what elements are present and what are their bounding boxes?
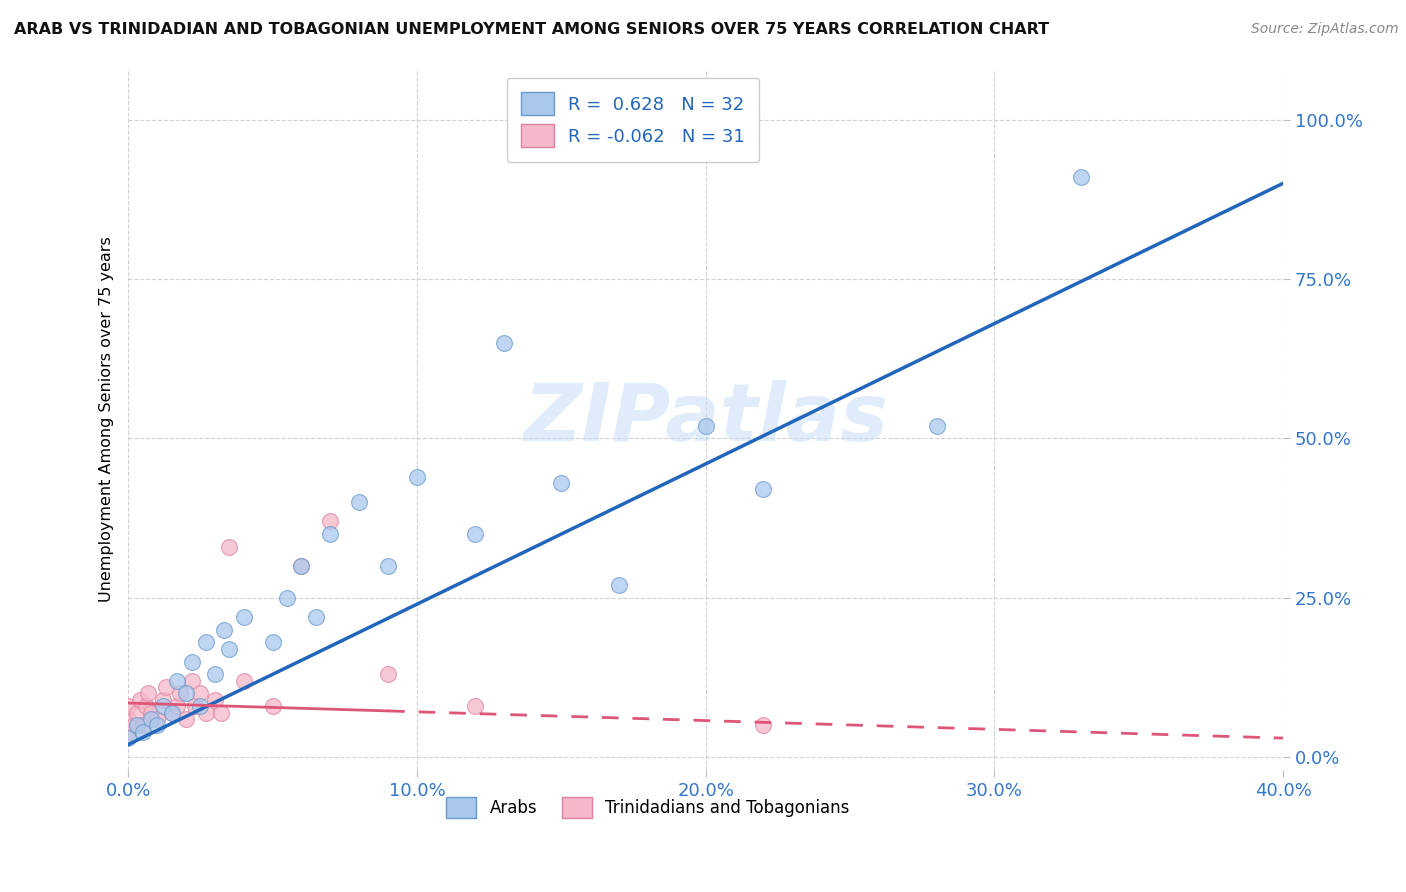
Point — [135, 699, 157, 714]
Point — [406, 469, 429, 483]
Point — [160, 706, 183, 720]
Point — [174, 712, 197, 726]
Point — [290, 558, 312, 573]
Point — [155, 680, 177, 694]
Point — [174, 686, 197, 700]
Point — [1070, 169, 1092, 184]
Point — [290, 558, 312, 573]
Point — [204, 693, 226, 707]
Point — [183, 699, 205, 714]
Text: Source: ZipAtlas.com: Source: ZipAtlas.com — [1251, 22, 1399, 37]
Point — [160, 706, 183, 720]
Point — [125, 718, 148, 732]
Point — [232, 673, 254, 688]
Point — [117, 731, 139, 745]
Point — [607, 578, 630, 592]
Point — [204, 667, 226, 681]
Point — [319, 514, 342, 528]
Text: ZIPatlas: ZIPatlas — [523, 380, 889, 458]
Point — [125, 706, 148, 720]
Point — [141, 706, 163, 720]
Point — [195, 706, 218, 720]
Point — [141, 712, 163, 726]
Point — [195, 635, 218, 649]
Point — [925, 418, 948, 433]
Point — [131, 718, 153, 732]
Point — [212, 623, 235, 637]
Point — [190, 686, 212, 700]
Point — [377, 558, 399, 573]
Point — [190, 699, 212, 714]
Point — [464, 699, 486, 714]
Text: ARAB VS TRINIDADIAN AND TOBAGONIAN UNEMPLOYMENT AMONG SENIORS OVER 75 YEARS CORR: ARAB VS TRINIDADIAN AND TOBAGONIAN UNEMP… — [14, 22, 1049, 37]
Point — [550, 476, 572, 491]
Point — [276, 591, 298, 605]
Point — [347, 495, 370, 509]
Point — [117, 699, 139, 714]
Point — [128, 693, 150, 707]
Point — [232, 610, 254, 624]
Point — [117, 724, 139, 739]
Point — [146, 712, 169, 726]
Point — [146, 718, 169, 732]
Point — [218, 540, 240, 554]
Point — [138, 686, 160, 700]
Point — [305, 610, 328, 624]
Point — [695, 418, 717, 433]
Point — [152, 693, 174, 707]
Point — [218, 641, 240, 656]
Point — [117, 712, 139, 726]
Point — [752, 483, 775, 497]
Point — [262, 699, 284, 714]
Point — [492, 335, 515, 350]
Point — [464, 527, 486, 541]
Point — [169, 686, 191, 700]
Y-axis label: Unemployment Among Seniors over 75 years: Unemployment Among Seniors over 75 years — [100, 236, 114, 602]
Point — [752, 718, 775, 732]
Legend: Arabs, Trinidadians and Tobagonians: Arabs, Trinidadians and Tobagonians — [440, 790, 856, 825]
Point — [131, 724, 153, 739]
Point — [166, 699, 188, 714]
Point — [122, 718, 145, 732]
Point — [152, 699, 174, 714]
Point — [180, 673, 202, 688]
Point — [166, 673, 188, 688]
Point — [262, 635, 284, 649]
Point — [377, 667, 399, 681]
Point — [319, 527, 342, 541]
Point — [209, 706, 232, 720]
Point — [180, 655, 202, 669]
